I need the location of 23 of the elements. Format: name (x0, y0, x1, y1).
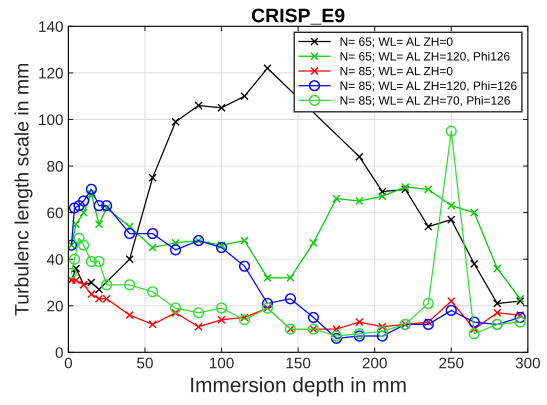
legend-label: N= 85; WL= AL ZH=0 (340, 66, 453, 77)
x-tick-label: 200 (362, 358, 387, 368)
x-tick-label: 250 (439, 358, 464, 368)
y-tick-label: 80 (47, 160, 63, 172)
y-tick-label: 0 (56, 347, 63, 358)
y-tick-label: 100 (39, 114, 63, 126)
y-tick-label: 140 (39, 21, 63, 32)
y-axis-title: Turbulenc length scale in mm (14, 64, 32, 316)
legend-label: N= 85; WL= AL ZH=120, Phi=126 (340, 81, 517, 92)
legend-label: N= 85; WL= AL ZH=70, Phi=126 (340, 96, 510, 106)
chart-title: CRISP_E9 (252, 8, 344, 25)
x-tick-label: 0 (64, 358, 72, 368)
legend-label: N= 65; WL= AL ZH=0 (340, 37, 453, 48)
x-axis-title: Immersion depth in mm (191, 377, 406, 396)
x-tick-label: 150 (286, 358, 310, 368)
y-tick-label: 40 (46, 254, 63, 265)
y-tick-label: 60 (47, 207, 63, 218)
x-tick-label: 300 (516, 358, 540, 368)
legend-label: N= 65; WL= AL ZH=120, Phi126 (340, 52, 510, 62)
y-tick-label: 20 (47, 300, 63, 312)
y-tick-label: 120 (39, 68, 63, 79)
x-tick-label: 100 (210, 358, 234, 368)
x-tick-label: 50 (137, 358, 153, 368)
